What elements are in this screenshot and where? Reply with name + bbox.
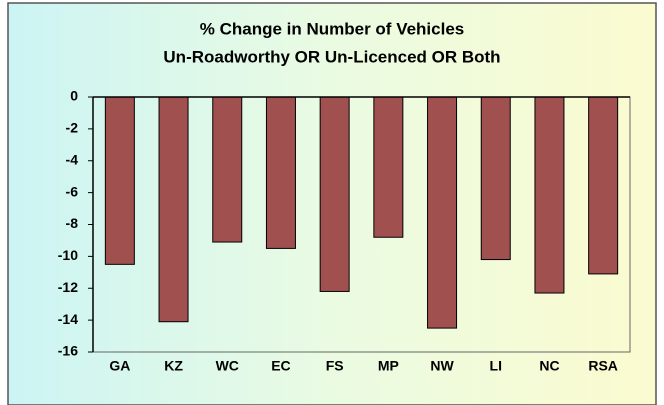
bar xyxy=(427,96,458,329)
x-tick-label: KZ xyxy=(164,358,183,374)
x-tick-label: RSA xyxy=(588,358,618,374)
y-tick-label: -2 xyxy=(66,120,79,136)
y-tick-label: -14 xyxy=(58,311,78,327)
y-tick-label: -10 xyxy=(58,247,78,263)
bar xyxy=(104,96,135,265)
y-tick-label: -12 xyxy=(58,279,78,295)
x-tick-label: FS xyxy=(326,358,344,374)
bar xyxy=(212,96,243,243)
y-tick-label: -16 xyxy=(58,343,78,359)
bar xyxy=(158,96,189,323)
x-tick-label: NC xyxy=(539,358,559,374)
x-tick-label: MP xyxy=(378,358,399,374)
x-tick-label: WC xyxy=(216,358,239,374)
x-tick-label: GA xyxy=(109,358,130,374)
bar xyxy=(265,96,296,249)
y-tick-label: -6 xyxy=(66,183,79,199)
bar xyxy=(319,96,350,292)
y-tick-label: -4 xyxy=(66,151,79,167)
bar xyxy=(534,96,565,294)
y-tick-label: -8 xyxy=(66,215,79,231)
bar xyxy=(588,96,619,275)
x-tick-label: NW xyxy=(430,358,454,374)
chart-title: % Change in Number of Vehicles xyxy=(200,19,465,38)
y-tick-label: 0 xyxy=(70,88,78,104)
x-tick-label: EC xyxy=(271,358,290,374)
bar xyxy=(373,96,404,238)
bar xyxy=(480,96,511,261)
chart-subtitle: Un-Roadworthy OR Un-Licenced OR Both xyxy=(163,47,500,66)
x-tick-label: LI xyxy=(490,358,502,374)
